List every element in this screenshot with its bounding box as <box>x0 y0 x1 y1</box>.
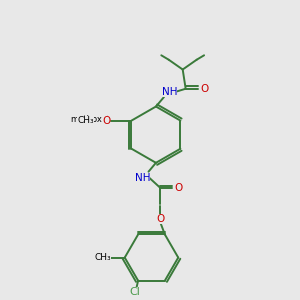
Text: NH: NH <box>135 172 150 183</box>
Text: CH₃: CH₃ <box>95 253 111 262</box>
Text: O: O <box>175 183 183 193</box>
Text: O: O <box>102 116 110 126</box>
Text: Cl: Cl <box>130 287 141 298</box>
Text: O: O <box>201 84 209 94</box>
Text: CH₃: CH₃ <box>77 116 94 125</box>
Text: O: O <box>156 214 164 224</box>
Text: O: O <box>100 115 109 125</box>
Text: NH: NH <box>162 87 177 97</box>
Text: methoxy: methoxy <box>70 115 107 124</box>
